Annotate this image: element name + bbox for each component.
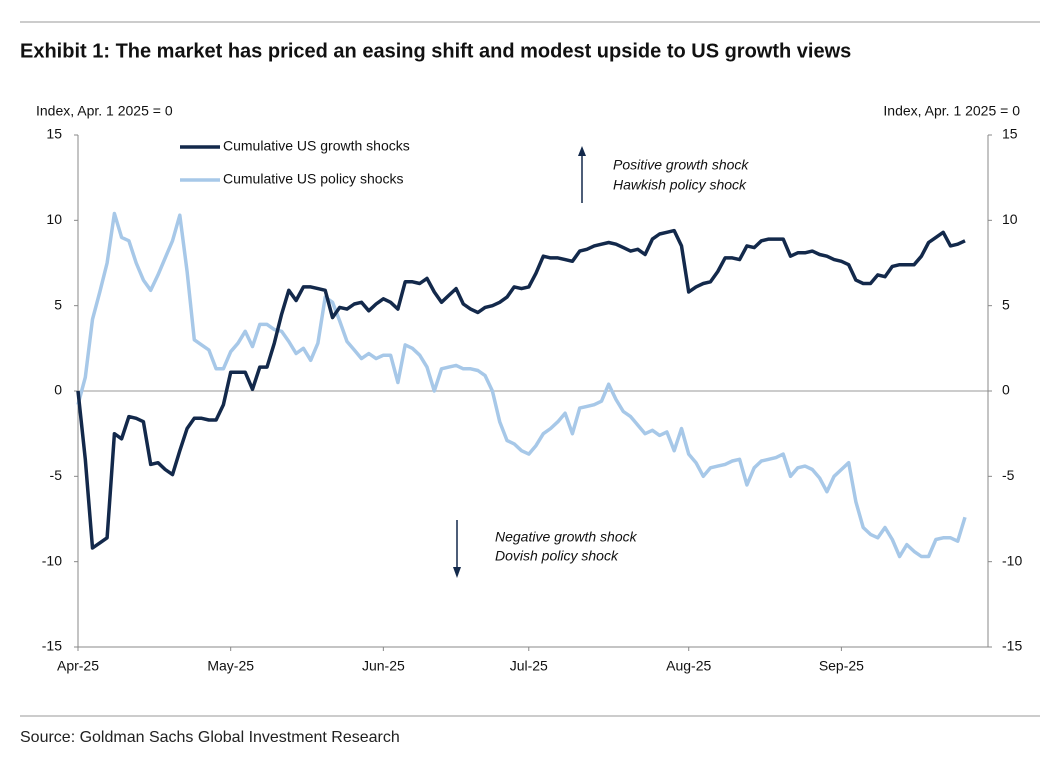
x-tick-label: Jul-25 (510, 658, 548, 674)
x-tick-label: May-25 (207, 658, 254, 674)
legend-label: Cumulative US policy shocks (223, 171, 404, 187)
source: Source: Goldman Sachs Global Investment … (20, 729, 400, 746)
y-tick-label: 10 (46, 211, 62, 227)
x-tick-label: Aug-25 (666, 658, 711, 674)
annotation: Hawkish policy shock (613, 177, 747, 193)
series-line (76, 211, 967, 559)
y-tick-label: -5 (50, 467, 63, 483)
y2-tick-label: -5 (1002, 467, 1015, 483)
arrow-head (453, 567, 461, 578)
x-tick-label: Apr-25 (57, 658, 99, 674)
x-tick-label: Jun-25 (362, 658, 405, 674)
y2-tick-label: 15 (1002, 126, 1018, 142)
y-axis-title: Index, Apr. 1 2025 = 0 (36, 103, 173, 119)
y2-tick-label: 5 (1002, 296, 1010, 312)
y-tick-label: -10 (42, 552, 62, 568)
y2-tick-label: -15 (1002, 638, 1022, 654)
y2-tick-label: 10 (1002, 211, 1018, 227)
y-tick-label: 15 (46, 126, 62, 142)
y-tick-label: 0 (54, 382, 62, 398)
annotation: Positive growth shock (613, 157, 749, 173)
chart-title: Exhibit 1: The market has priced an easi… (20, 40, 851, 62)
y2-tick-label: -10 (1002, 552, 1022, 568)
y-tick-label: 5 (54, 296, 62, 312)
arrow-head (578, 146, 586, 156)
y-tick-label: -15 (42, 638, 62, 654)
y2-axis-title: Index, Apr. 1 2025 = 0 (883, 103, 1020, 119)
y2-tick-label: 0 (1002, 382, 1010, 398)
annotation: Negative growth shock (495, 529, 638, 545)
legend-label: Cumulative US growth shocks (223, 138, 410, 154)
x-tick-label: Sep-25 (819, 658, 864, 674)
annotation: Dovish policy shock (495, 548, 619, 564)
series-line (76, 228, 966, 550)
